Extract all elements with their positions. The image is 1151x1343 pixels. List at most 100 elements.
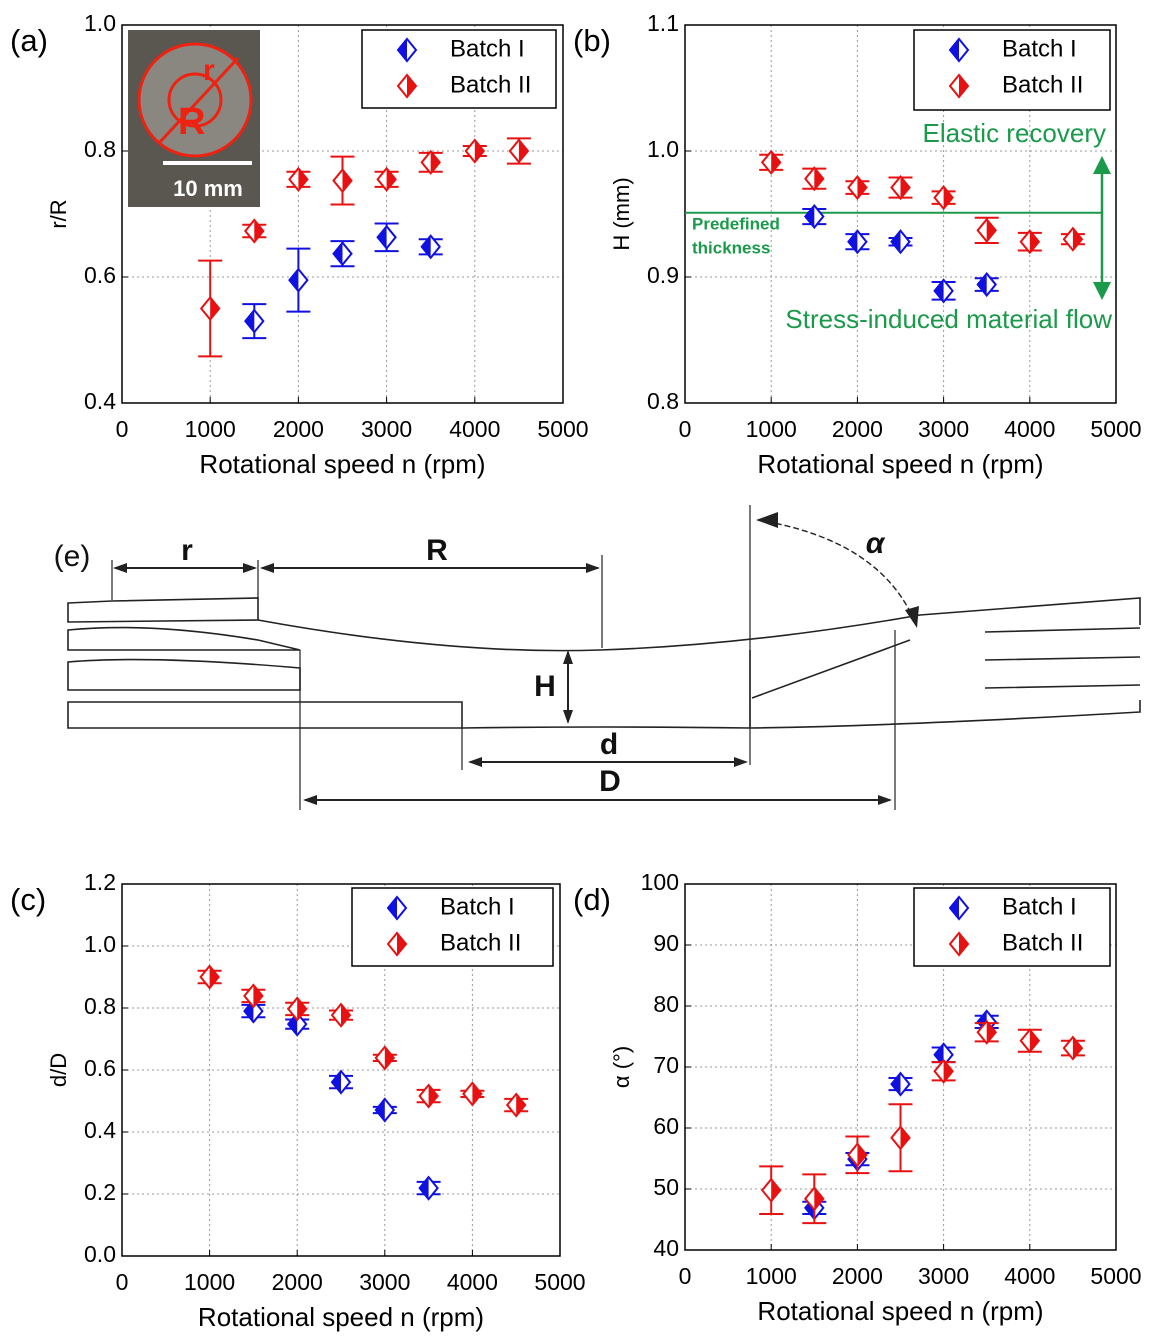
legend-box xyxy=(913,887,1111,967)
annotation: Predefined xyxy=(692,214,780,233)
y-tick-label: 0.8 xyxy=(647,388,679,414)
marker-fill xyxy=(934,279,944,302)
marker-fill xyxy=(384,1046,394,1069)
inset-label: R xyxy=(178,101,205,143)
x-tick-label: 4000 xyxy=(1004,416,1055,442)
marker-fill xyxy=(814,1187,824,1210)
x-tick-label: 2000 xyxy=(832,1263,883,1289)
dimension-label: R xyxy=(426,534,448,567)
bottom xyxy=(461,700,1141,729)
legend-marker xyxy=(948,37,970,63)
legend-label: Batch II xyxy=(440,929,521,956)
dimension-label: D xyxy=(599,765,621,798)
marker-fill xyxy=(1072,1037,1082,1060)
marker-fill xyxy=(1029,1029,1039,1052)
x-tick-label: 1000 xyxy=(185,416,236,442)
legend-marker xyxy=(948,931,970,957)
marker-fill xyxy=(1072,228,1082,251)
x-tick-label: 1000 xyxy=(184,1269,235,1295)
x-tick-label: 5000 xyxy=(537,416,588,442)
inset-label: r xyxy=(203,54,215,87)
legend-label: Batch I xyxy=(1002,35,1077,62)
y-axis-label: α (°) xyxy=(609,1046,634,1088)
inset-line xyxy=(158,56,240,144)
marker-fill xyxy=(900,1126,910,1149)
marker-fill xyxy=(428,1085,438,1108)
marker-fill xyxy=(245,310,255,333)
layer xyxy=(67,701,463,729)
data-point xyxy=(288,166,309,192)
y-tick-label: 80 xyxy=(653,991,679,1017)
marker-fill xyxy=(805,205,815,228)
data-point xyxy=(464,138,486,164)
y-tick-label: 1.0 xyxy=(84,10,116,36)
marker-fill xyxy=(950,39,959,61)
data-point xyxy=(933,1058,954,1084)
data-point xyxy=(1062,226,1084,252)
y-tick-label: 90 xyxy=(653,930,679,956)
x-tick-label: 2000 xyxy=(273,416,324,442)
data-point xyxy=(847,174,868,201)
legend-label: Batch I xyxy=(450,35,525,62)
plot-frame xyxy=(121,24,564,404)
x-axis-label: Rotational speed n (rpm) xyxy=(199,449,485,479)
marker-fill xyxy=(397,933,406,955)
marker-fill xyxy=(388,897,397,919)
data-point xyxy=(418,1175,439,1201)
data-point xyxy=(199,964,220,990)
data-point xyxy=(420,149,441,175)
data-point xyxy=(760,1177,782,1203)
data-point xyxy=(374,1097,396,1123)
marker-fill xyxy=(210,297,220,320)
marker-fill xyxy=(950,897,959,919)
panel-label: (d) xyxy=(573,882,611,917)
marker-fill xyxy=(959,933,968,955)
extension-line xyxy=(111,505,896,810)
marker-fill xyxy=(891,230,901,253)
diagram: (e) r R H d D α xyxy=(54,505,1141,810)
arrowhead xyxy=(1093,156,1111,300)
marker-fill xyxy=(430,151,440,174)
annotation: Elastic recovery xyxy=(923,118,1107,148)
x-tick-label: 3000 xyxy=(918,1263,969,1289)
dimension-label: r xyxy=(181,534,193,567)
data-point xyxy=(976,217,997,243)
layer xyxy=(67,626,301,651)
x-tick-label: 3000 xyxy=(361,416,412,442)
marker-fill xyxy=(986,219,996,242)
y-tick-label: 50 xyxy=(653,1174,679,1200)
data-point xyxy=(330,1002,352,1028)
plot-frame xyxy=(684,24,1117,404)
y-tick-label: 1.0 xyxy=(647,136,679,162)
wall xyxy=(749,639,911,728)
marker-fill xyxy=(472,1082,482,1105)
inset-label: 10 mm xyxy=(173,176,243,201)
layer xyxy=(984,627,1141,689)
data-point xyxy=(976,271,997,298)
marker-fill xyxy=(986,1021,996,1044)
x-tick-label: 5000 xyxy=(1090,416,1141,442)
annotation: thickness xyxy=(692,238,770,257)
data-point xyxy=(374,1045,396,1071)
marker-fill xyxy=(771,151,781,174)
legend-label: Batch I xyxy=(1002,893,1077,920)
x-tick-label: 4000 xyxy=(1004,1263,1055,1289)
y-tick-label: 0.4 xyxy=(84,1117,116,1143)
annotation: Stress-induced material flow xyxy=(785,304,1112,334)
data-point xyxy=(376,224,397,250)
y-tick-label: 70 xyxy=(653,1052,679,1078)
data-point xyxy=(890,174,911,201)
marker-fill xyxy=(298,168,308,191)
legend-marker xyxy=(386,931,408,957)
data-point xyxy=(933,185,954,211)
x-tick-label: 1000 xyxy=(746,1263,797,1289)
marker-fill xyxy=(209,966,219,988)
x-tick-label: 3000 xyxy=(918,416,969,442)
layer xyxy=(67,658,301,691)
x-tick-label: 0 xyxy=(679,1263,692,1289)
y-tick-label: 0.9 xyxy=(647,262,679,288)
data-point xyxy=(847,1142,868,1168)
data-point xyxy=(804,166,825,192)
panel-label: (a) xyxy=(10,23,48,58)
